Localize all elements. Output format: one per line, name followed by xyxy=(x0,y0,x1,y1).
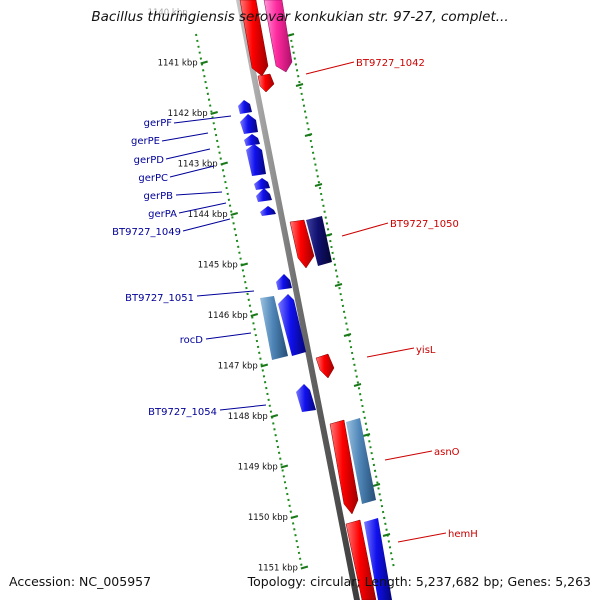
left-axis-tick xyxy=(220,161,228,166)
tick-label-1142-kbp: 1142 kbp xyxy=(168,109,208,119)
gene-arrow-bt9727-1049[interactable] xyxy=(260,206,276,216)
left-axis-tick xyxy=(270,414,279,418)
tick-label-1145-kbp: 1145 kbp xyxy=(198,261,238,271)
gene-arrow-steel-left[interactable] xyxy=(260,296,288,360)
gene-label-rocd: rocD xyxy=(180,335,204,346)
genome-summary-text: Topology: circular; Length: 5,237,682 bp… xyxy=(247,574,591,589)
gene-label-gerpd: gerPD xyxy=(134,155,165,166)
gene-label-gerpb: gerPB xyxy=(143,191,173,202)
tick-label-1144-kbp: 1144 kbp xyxy=(188,210,228,220)
gene-label-bt9727-1049: BT9727_1049 xyxy=(112,227,181,238)
gene-arrow-yisl[interactable] xyxy=(315,353,335,379)
right-axis-line xyxy=(289,33,395,569)
tick-label-1141-kbp: 1141 kbp xyxy=(158,59,198,69)
left-axis-tick xyxy=(280,464,289,469)
gene-arrow-bt9727-1042[interactable] xyxy=(239,0,269,77)
genome-backbone xyxy=(236,0,360,600)
gene-arrow-bt9727-1054[interactable] xyxy=(296,384,316,412)
left-axis-tick xyxy=(200,60,208,65)
gene-arrow-bt9727-1050-navy[interactable] xyxy=(306,216,332,266)
gene-label-yisl: yisL xyxy=(416,345,436,356)
left-axis-tick xyxy=(230,212,239,216)
left-axis-tick xyxy=(210,111,218,115)
right-axis-ticks xyxy=(286,33,391,537)
tick-label-1148-kbp: 1148 kbp xyxy=(228,412,268,422)
left-axis-tick xyxy=(250,313,259,317)
right-gene-labels: BT9727_1042 BT9727_1050 yisL asnO hemH xyxy=(356,58,478,540)
left-leader-lines xyxy=(161,115,267,411)
tick-label-1140-kbp: 1140 kbp xyxy=(148,8,188,18)
gene-label-bt9727-1054: BT9727_1054 xyxy=(148,407,217,418)
tick-label-1149-kbp: 1149 kbp xyxy=(238,463,278,473)
gene-label-gerpe: gerPE xyxy=(131,136,160,147)
gene-label-asno: asnO xyxy=(434,447,460,458)
gene-label-bt9727-1050: BT9727_1050 xyxy=(390,219,459,230)
gene-arrow-gerpc[interactable] xyxy=(246,144,266,176)
gene-arrow-bt9727-1050-red[interactable] xyxy=(289,219,315,269)
gene-label-gerpf: gerPF xyxy=(144,118,173,129)
gene-label-bt9727-1042: BT9727_1042 xyxy=(356,58,425,69)
accession-text: Accession: NC_005957 xyxy=(9,574,152,589)
tick-label-1151-kbp: 1151 kbp xyxy=(258,564,298,574)
gene-arrow-gerpf[interactable] xyxy=(238,100,252,114)
left-axis-tick xyxy=(260,363,269,368)
tick-label-1150-kbp: 1150 kbp xyxy=(248,513,288,523)
tick-label-1146-kbp: 1146 kbp xyxy=(208,311,248,321)
gene-label-bt9727-1051: BT9727_1051 xyxy=(125,293,194,304)
gene-arrow-asno-red[interactable] xyxy=(329,419,359,515)
gene-features xyxy=(238,0,392,601)
tick-label-1147-kbp: 1147 kbp xyxy=(218,362,258,372)
left-axis-tick xyxy=(300,565,309,570)
gene-arrow-gerpe[interactable] xyxy=(240,114,258,134)
left-gene-labels: gerPF gerPE gerPD gerPC gerPB gerPA BT9727_104… xyxy=(112,118,217,418)
right-leader-lines xyxy=(305,61,447,543)
gene-label-gerpc: gerPC xyxy=(138,173,168,184)
gene-label-hemh: hemH xyxy=(448,529,478,540)
left-axis-tick xyxy=(240,262,249,267)
gene-arrow-rocd[interactable] xyxy=(278,294,306,356)
left-axis-line xyxy=(195,33,303,569)
gene-arrow-hemh-blue[interactable] xyxy=(364,518,392,600)
gene-label-gerpa: gerPA xyxy=(148,209,177,220)
left-axis-tick xyxy=(290,515,299,519)
gene-arrow-pink-feature[interactable] xyxy=(263,0,293,73)
gene-arrow-small-red[interactable] xyxy=(257,73,275,93)
gene-arrow-asno-steel[interactable] xyxy=(346,418,376,504)
map-title: Bacillus thuringiensis serovar konkukian… xyxy=(91,9,509,25)
gene-arrow-gerpb[interactable] xyxy=(254,178,270,190)
axis-tick-labels: 1140 kbp 1141 kbp 1142 kbp 1143 kbp 1144 kbp… xyxy=(148,8,309,574)
gene-arrow-bt9727-1051[interactable] xyxy=(276,274,292,290)
gene-arrow-gerpd[interactable] xyxy=(244,134,260,146)
gene-arrow-gerpa[interactable] xyxy=(256,188,272,202)
tick-label-1143-kbp: 1143 kbp xyxy=(178,160,218,170)
